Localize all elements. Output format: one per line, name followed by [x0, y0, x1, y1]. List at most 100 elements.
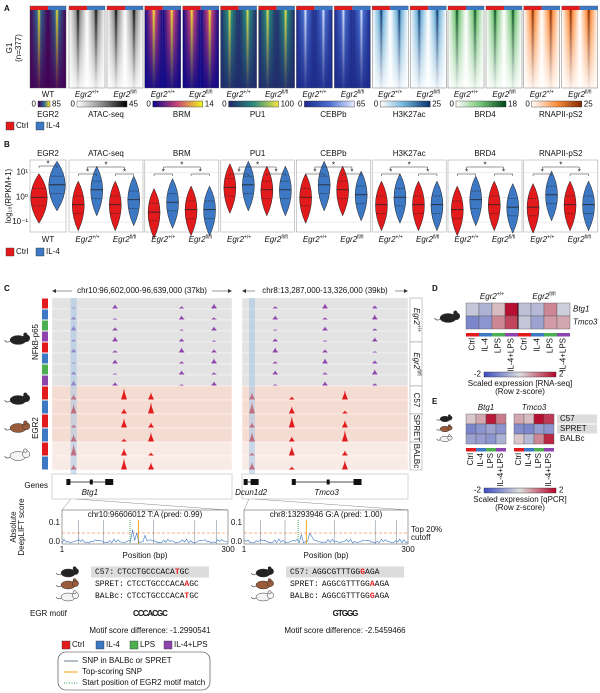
genotype-superscript: +/+: [243, 90, 250, 96]
signal-peak: [70, 347, 217, 353]
mouse-icon: [434, 310, 461, 323]
genotype-superscript: +/+: [471, 235, 478, 241]
genotype-superscript: fl/fl: [433, 90, 439, 96]
gene-title: Tmco3: [522, 403, 547, 412]
mouse-ear: [448, 424, 451, 428]
genotype-label: Egr2+/+: [379, 235, 403, 244]
violin: [354, 170, 368, 222]
mouse-ear: [72, 566, 77, 571]
colorbar-min: 0: [525, 100, 530, 109]
gene-name: Egr2: [454, 235, 471, 244]
significance-bracket: [390, 166, 428, 169]
track-condition: [42, 298, 48, 309]
colorbar: [455, 100, 507, 108]
heatmap-fade: [372, 10, 391, 88]
zoom-line: [76, 498, 229, 511]
genotype-label: Egr2+/+: [302, 90, 326, 99]
colorbar-max: 25: [584, 100, 593, 109]
genotype-superscript: fl/fl: [281, 235, 287, 241]
significance-star: *: [313, 168, 316, 177]
heatmap-fade: [30, 10, 48, 88]
significance-star: *: [408, 161, 411, 170]
mouse-ear: [23, 332, 28, 337]
snp-base: G: [370, 592, 375, 601]
track: [51, 441, 233, 457]
genotype-label: Egr2+/+: [412, 308, 421, 332]
mouse-icon: [436, 434, 453, 442]
track: [51, 297, 233, 310]
zoom-line: [61, 498, 71, 511]
track-condition: [42, 309, 48, 320]
gene-name: Egr2: [113, 90, 130, 99]
genotype-label: Egr2+/+: [151, 235, 175, 244]
track: [51, 374, 233, 387]
heatmap-frame: [144, 5, 182, 89]
snp-base: G: [360, 568, 365, 577]
motif-label: EGR motif: [30, 609, 68, 618]
condition-strip: [524, 448, 534, 452]
heatmap-fade: [390, 10, 409, 88]
condition-label: IL-4: [533, 337, 542, 351]
heatmap-cell: [530, 302, 545, 317]
heatmap-frame: [561, 5, 598, 89]
violin: [526, 183, 540, 234]
gene-name: Egr2: [492, 90, 509, 99]
colorbar-max: 18: [508, 100, 517, 109]
legend-label: IL-4: [46, 121, 60, 130]
y-tick-label: 0.0: [49, 537, 61, 546]
legend-label: Ctrl: [16, 121, 29, 130]
panel-letter: B: [4, 140, 10, 149]
significance-bracket: [532, 173, 552, 176]
heatmap-cell: [465, 302, 480, 317]
y-tick-label: 10⁰: [16, 192, 28, 201]
heatmap-cell: [533, 433, 545, 445]
significance-bracket: [229, 173, 249, 176]
genotype-superscript: +/+: [168, 90, 175, 96]
condition-label: IL-4+LPS: [559, 338, 568, 372]
mouse-icon: [55, 590, 79, 602]
heatmap-cell: [491, 302, 506, 317]
mouse-icon: [4, 332, 31, 345]
x-axis-label: Position (bp): [123, 551, 168, 560]
heatmap-cell: [543, 413, 555, 425]
gene-track: [51, 473, 233, 500]
violin: [166, 178, 179, 229]
genotype-superscript: fl/fl: [415, 369, 421, 375]
track: [51, 385, 233, 401]
mouse-icon: [250, 566, 274, 578]
significance-bracket: [38, 165, 58, 168]
heatmap-fade: [334, 10, 353, 88]
condition-strip: [531, 333, 544, 337]
condition-strip: [479, 333, 492, 337]
row-count: (n=377): [14, 34, 23, 62]
sequence: C57: CTCCTGCCCACATGC: [95, 568, 189, 577]
gene-name: Egr2: [227, 90, 244, 99]
genotype-label: Egr2fl/fl: [492, 235, 515, 244]
condition-strip: [296, 6, 315, 10]
heatmap-frame: [106, 5, 144, 89]
colorbar-min: -2: [474, 486, 482, 495]
heatmap-cell: [485, 413, 497, 425]
genotype-superscript: +/+: [320, 235, 327, 241]
signal-peak: [272, 381, 378, 386]
region-coordinates: chr8:13,287,000-13,326,000 (39kb): [262, 286, 388, 295]
colorbar: [152, 100, 204, 108]
sequence-part: GC: [189, 580, 199, 589]
condition-strip: [561, 6, 580, 10]
violin: [223, 163, 237, 214]
colorbar-min: 0: [71, 100, 76, 109]
mouse-ear: [267, 590, 272, 595]
region-coordinates: chr10:96,602,000-96,639,000 (37kb): [77, 286, 207, 295]
genotype-superscript: fl/fl: [130, 90, 136, 96]
condition-strip: [466, 448, 476, 452]
mouse-ear: [23, 448, 28, 453]
heatmap-cell: [513, 433, 525, 445]
heatmap-cell: [556, 302, 571, 317]
condition-strip: [486, 6, 504, 10]
track-condition: [42, 375, 48, 386]
heatmap-name: H3K27ac: [393, 110, 426, 119]
genotype-label: Egr2fl/fl: [264, 235, 287, 244]
heatmap-fade: [504, 10, 522, 88]
heatmap-fade: [314, 10, 333, 88]
violin: [184, 185, 198, 237]
